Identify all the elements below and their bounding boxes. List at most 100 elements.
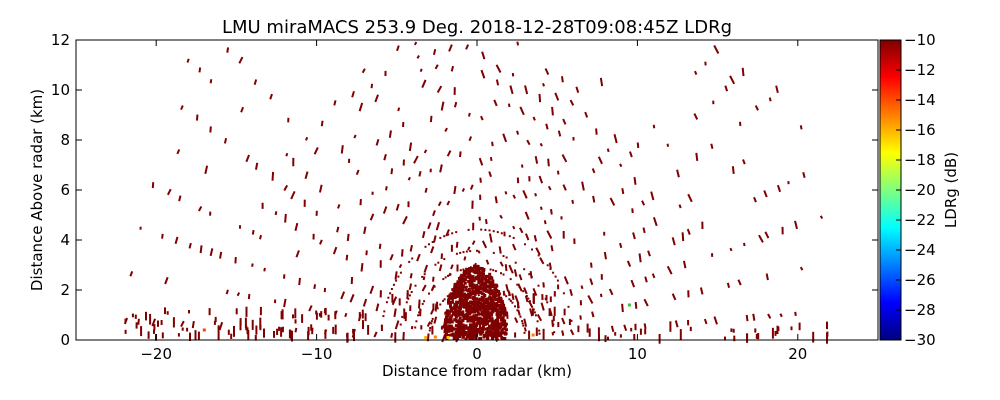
- radar-gate: [416, 55, 420, 59]
- radar-gate: [539, 257, 545, 265]
- radar-gate: [324, 329, 327, 339]
- radar-gate: [449, 333, 453, 337]
- radar-gate: [161, 332, 164, 339]
- radar-gate: [233, 325, 235, 337]
- radar-gate: [459, 151, 462, 158]
- radar-gate: [644, 328, 647, 335]
- radar-gate: [711, 253, 714, 257]
- radar-gate: [495, 320, 499, 324]
- radar-gate: [487, 279, 491, 283]
- radar-gate: [332, 246, 338, 255]
- radar-gate: [440, 101, 445, 111]
- radar-gate: [489, 156, 493, 162]
- radar-gate: [496, 314, 500, 318]
- radar-gate: [474, 327, 478, 331]
- radar-gate: [634, 323, 637, 331]
- radar-gate: [490, 311, 494, 315]
- radar-gate: [451, 300, 455, 304]
- radar-gate: [486, 310, 490, 314]
- radar-gate: [477, 320, 481, 324]
- radar-gate: [375, 138, 380, 146]
- radar-gate: [737, 279, 742, 286]
- radar-gate: [294, 222, 299, 232]
- radar-gate: [444, 315, 448, 319]
- radar-gate: [561, 154, 568, 163]
- radar-gate: [490, 280, 494, 284]
- radar-gate: [447, 324, 451, 328]
- radar-gate: [453, 305, 457, 309]
- radar-gate: [799, 125, 803, 130]
- radar-gate: [406, 290, 409, 296]
- radar-gate: [463, 333, 467, 336]
- radar-gate: [432, 48, 437, 56]
- radar-gate: [305, 136, 309, 141]
- radar-gate: [512, 243, 517, 251]
- radar-gate: [552, 271, 555, 274]
- radar-gate: [397, 107, 401, 112]
- radar-gate: [407, 201, 410, 208]
- radar-gate: [484, 218, 488, 225]
- radar-gate: [481, 325, 485, 329]
- radar-gate: [501, 327, 505, 331]
- radar-gate: [712, 100, 715, 105]
- radar-gate: [290, 190, 296, 200]
- radar-gate: [523, 331, 526, 334]
- radar-gate: [586, 323, 589, 333]
- radar-gate: [446, 336, 450, 339]
- radar-gate: [475, 316, 479, 320]
- radar-gate: [284, 213, 287, 223]
- radar-gate: [479, 321, 481, 331]
- radar-gate: [577, 325, 580, 333]
- radar-gate: [446, 295, 449, 298]
- radar-gate: [457, 311, 461, 315]
- radar-gate: [588, 328, 591, 337]
- radar-gate: [462, 268, 465, 271]
- radar-gate: [129, 271, 134, 277]
- radar-gate: [444, 322, 448, 326]
- radar-gate: [636, 142, 640, 149]
- radar-gate: [454, 312, 458, 316]
- radar-gate: [348, 158, 351, 163]
- radar-gate: [462, 277, 466, 281]
- radar-gate: [504, 264, 508, 272]
- radar-gate: [188, 242, 192, 249]
- radar-gate: [478, 216, 481, 221]
- radar-gate: [482, 300, 486, 304]
- radar-gate: [511, 293, 515, 301]
- radar-gate: [512, 236, 515, 239]
- radar-gate: [473, 283, 476, 286]
- radar-gate: [547, 185, 552, 191]
- radar-gate: [475, 297, 479, 301]
- radar-gate: [444, 320, 448, 324]
- radar-gate: [467, 228, 470, 231]
- radar-gate: [556, 170, 560, 175]
- radar-gate: [476, 249, 478, 252]
- radar-gate: [294, 327, 298, 333]
- radar-gate: [547, 158, 550, 167]
- radar-gate: [378, 243, 382, 250]
- radar-gate: [732, 328, 735, 333]
- colorbar-tick-label: −12: [904, 61, 936, 79]
- radar-gate: [457, 330, 461, 334]
- radar-gate: [435, 221, 441, 231]
- radar-gate: [340, 291, 346, 300]
- radar-gate: [422, 276, 426, 281]
- radar-gate: [449, 324, 453, 328]
- radar-gate: [417, 314, 420, 317]
- radar-gate: [445, 329, 449, 333]
- radar-gate: [462, 251, 465, 254]
- radar-gate: [524, 85, 529, 95]
- radar-gate: [487, 333, 491, 337]
- radar-gate: [455, 310, 459, 314]
- x-tick-label: −20: [140, 345, 172, 363]
- radar-gate: [819, 215, 824, 219]
- radar-gate: [455, 287, 459, 291]
- radar-gate: [389, 253, 394, 261]
- radar-gate: [687, 290, 690, 298]
- radar-gate: [469, 305, 473, 308]
- radar-gate: [405, 301, 408, 304]
- radar-gate: [641, 200, 646, 206]
- radar-gate: [469, 292, 473, 296]
- radar-gate: [504, 191, 508, 195]
- radar-gate: [631, 208, 634, 214]
